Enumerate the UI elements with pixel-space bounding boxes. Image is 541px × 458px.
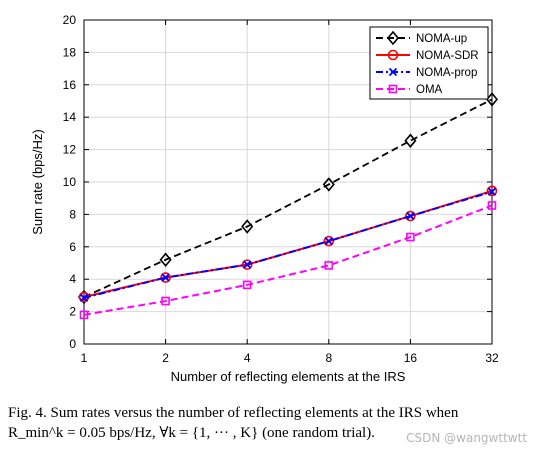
marker-square xyxy=(324,261,334,270)
y-tick-label: 8 xyxy=(69,207,76,221)
y-axis-label: Sum rate (bps/Hz) xyxy=(30,129,45,234)
x-axis-label: Number of reflecting elements at the IRS xyxy=(171,369,406,384)
marker-x xyxy=(388,67,398,77)
marker-square xyxy=(242,280,252,290)
legend: NOMA-up NOMA-SDR NOMA-prop OMA xyxy=(369,26,489,100)
marker-diamond xyxy=(241,219,254,234)
marker-x xyxy=(243,260,252,269)
y-tick-label: 10 xyxy=(63,175,77,189)
series-noma-sdr xyxy=(78,185,498,303)
marker-circle xyxy=(486,185,498,197)
y-tick-label: 4 xyxy=(69,272,76,286)
y-tick-label: 14 xyxy=(63,110,77,124)
y-tick-label: 18 xyxy=(63,45,77,59)
marker-circle xyxy=(323,235,335,247)
marker-square xyxy=(406,232,415,242)
marker-x xyxy=(487,187,497,196)
marker-diamond xyxy=(322,177,335,192)
marker-x xyxy=(161,273,170,282)
x-tick-label: 1 xyxy=(81,351,88,365)
marker-x xyxy=(79,293,89,302)
marker-diamond xyxy=(159,252,172,268)
marker-circle xyxy=(387,49,399,61)
series-line xyxy=(83,190,493,299)
y-tick-label: 20 xyxy=(63,13,77,27)
legend-item: NOMA-prop xyxy=(376,67,477,79)
y-tick-label: 12 xyxy=(63,143,77,157)
legend-label: NOMA-SDR xyxy=(416,50,479,62)
marker-circle xyxy=(241,259,253,270)
marker-square xyxy=(388,84,398,94)
marker-diamond xyxy=(485,92,499,107)
marker-diamond xyxy=(386,30,400,46)
x-tick-label: 2 xyxy=(162,351,169,365)
series-layer xyxy=(77,92,499,320)
marker-circle xyxy=(160,272,171,283)
series-line xyxy=(83,98,493,298)
series-line xyxy=(83,189,493,298)
legend-item: OMA xyxy=(376,84,443,96)
legend-item: NOMA-SDR xyxy=(376,49,479,62)
figure-caption: Fig. 4. Sum rates versus the number of r… xyxy=(8,403,538,443)
marker-square xyxy=(161,296,170,306)
marker-x xyxy=(406,211,415,221)
y-tick-label: 2 xyxy=(69,305,76,319)
x-tick-label: 32 xyxy=(485,351,499,365)
caption-line-2: R_min^k = 0.05 bps/Hz, ∀k = {1, ··· , K}… xyxy=(8,425,375,441)
marker-square xyxy=(79,310,89,320)
series-oma xyxy=(79,201,497,320)
y-tick-label: 0 xyxy=(69,337,76,351)
series-noma-up xyxy=(77,92,499,305)
watermark-text: CSDN @wangwttwtt xyxy=(406,431,527,445)
series-line xyxy=(83,204,493,316)
y-tick-label: 6 xyxy=(69,240,76,254)
marker-x xyxy=(324,236,333,246)
legend-label: NOMA-prop xyxy=(416,67,477,79)
marker-square xyxy=(487,201,497,210)
caption-line-1: Fig. 4. Sum rates versus the number of r… xyxy=(8,405,459,421)
series-noma-prop xyxy=(79,187,497,302)
marker-diamond xyxy=(404,133,417,148)
legend-item: NOMA-up xyxy=(376,30,467,46)
x-tick-label: 16 xyxy=(404,351,418,365)
legend-label: NOMA-up xyxy=(416,33,467,45)
x-tick-label: 4 xyxy=(244,351,251,365)
y-tick-label: 16 xyxy=(63,78,77,92)
marker-circle xyxy=(405,210,416,222)
x-tick-label: 8 xyxy=(325,351,332,365)
legend-label: OMA xyxy=(416,84,443,96)
